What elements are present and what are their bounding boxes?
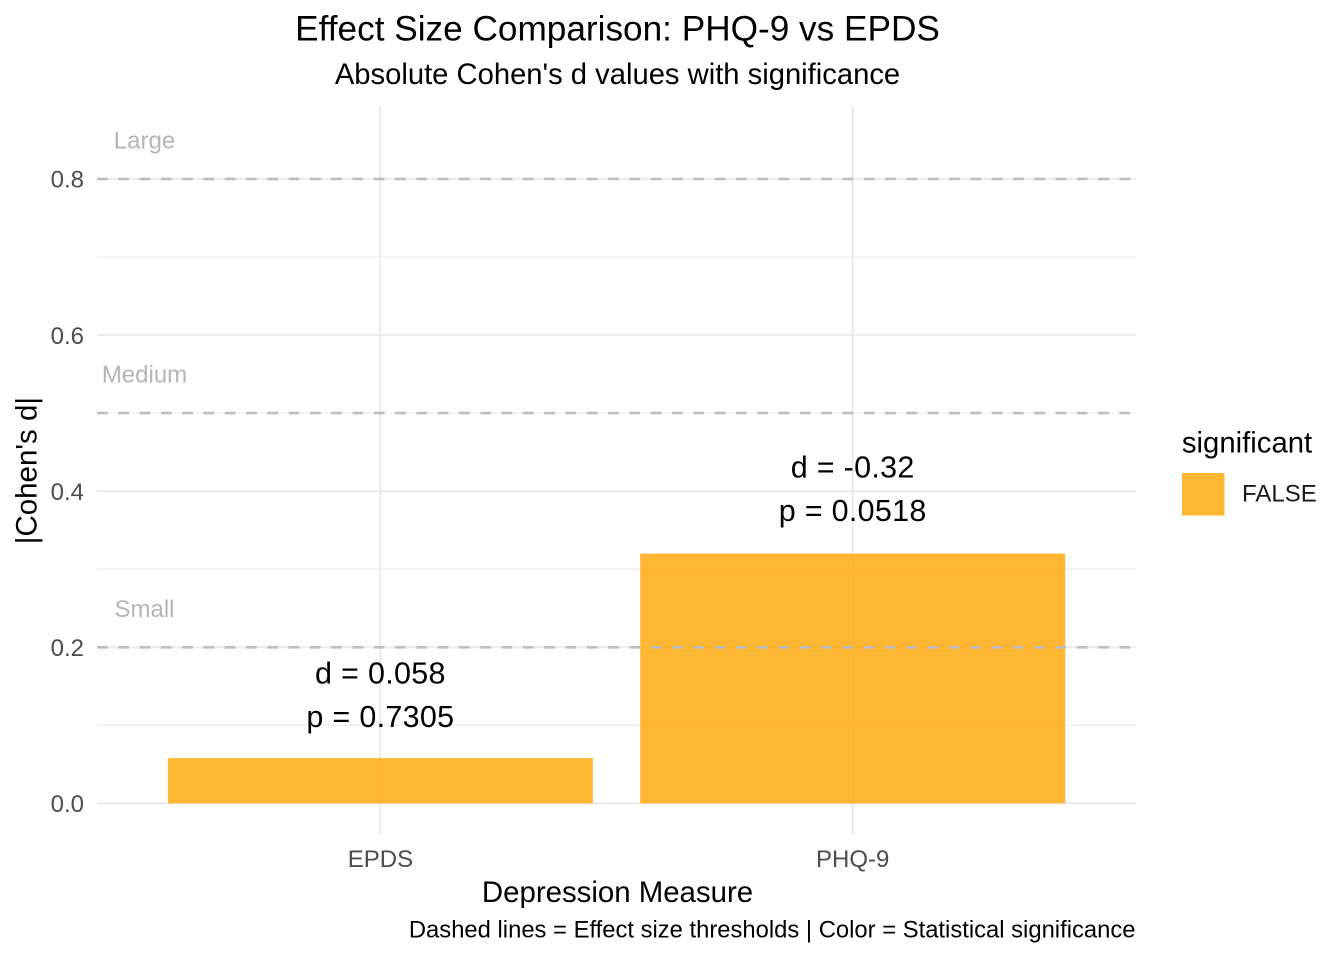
- svg-text:Absolute Cohen's d values with: Absolute Cohen's d values with significa…: [335, 59, 900, 91]
- svg-text:d = 0.058: d = 0.058: [315, 657, 446, 691]
- svg-text:0.2: 0.2: [51, 635, 84, 662]
- svg-text:0.0: 0.0: [51, 791, 84, 818]
- svg-text:|Cohen's d|: |Cohen's d|: [11, 397, 44, 544]
- svg-text:PHQ-9: PHQ-9: [816, 846, 889, 873]
- svg-text:FALSE: FALSE: [1242, 481, 1317, 508]
- svg-text:EPDS: EPDS: [348, 846, 413, 873]
- svg-text:Effect Size Comparison: PHQ-9: Effect Size Comparison: PHQ-9 vs EPDS: [295, 10, 940, 49]
- svg-text:p = 0.0518: p = 0.0518: [779, 494, 927, 528]
- svg-text:0.8: 0.8: [51, 167, 84, 194]
- svg-text:significant: significant: [1182, 426, 1312, 459]
- svg-text:p = 0.7305: p = 0.7305: [306, 700, 454, 734]
- svg-text:0.6: 0.6: [51, 323, 84, 350]
- svg-text:Large: Large: [114, 127, 175, 154]
- svg-text:Medium: Medium: [102, 362, 187, 389]
- svg-text:Small: Small: [114, 596, 174, 623]
- svg-text:Depression Measure: Depression Measure: [482, 876, 753, 909]
- svg-text:Dashed lines = Effect size thr: Dashed lines = Effect size thresholds | …: [409, 916, 1136, 943]
- svg-text:d = -0.32: d = -0.32: [791, 451, 915, 485]
- svg-text:0.4: 0.4: [51, 479, 84, 506]
